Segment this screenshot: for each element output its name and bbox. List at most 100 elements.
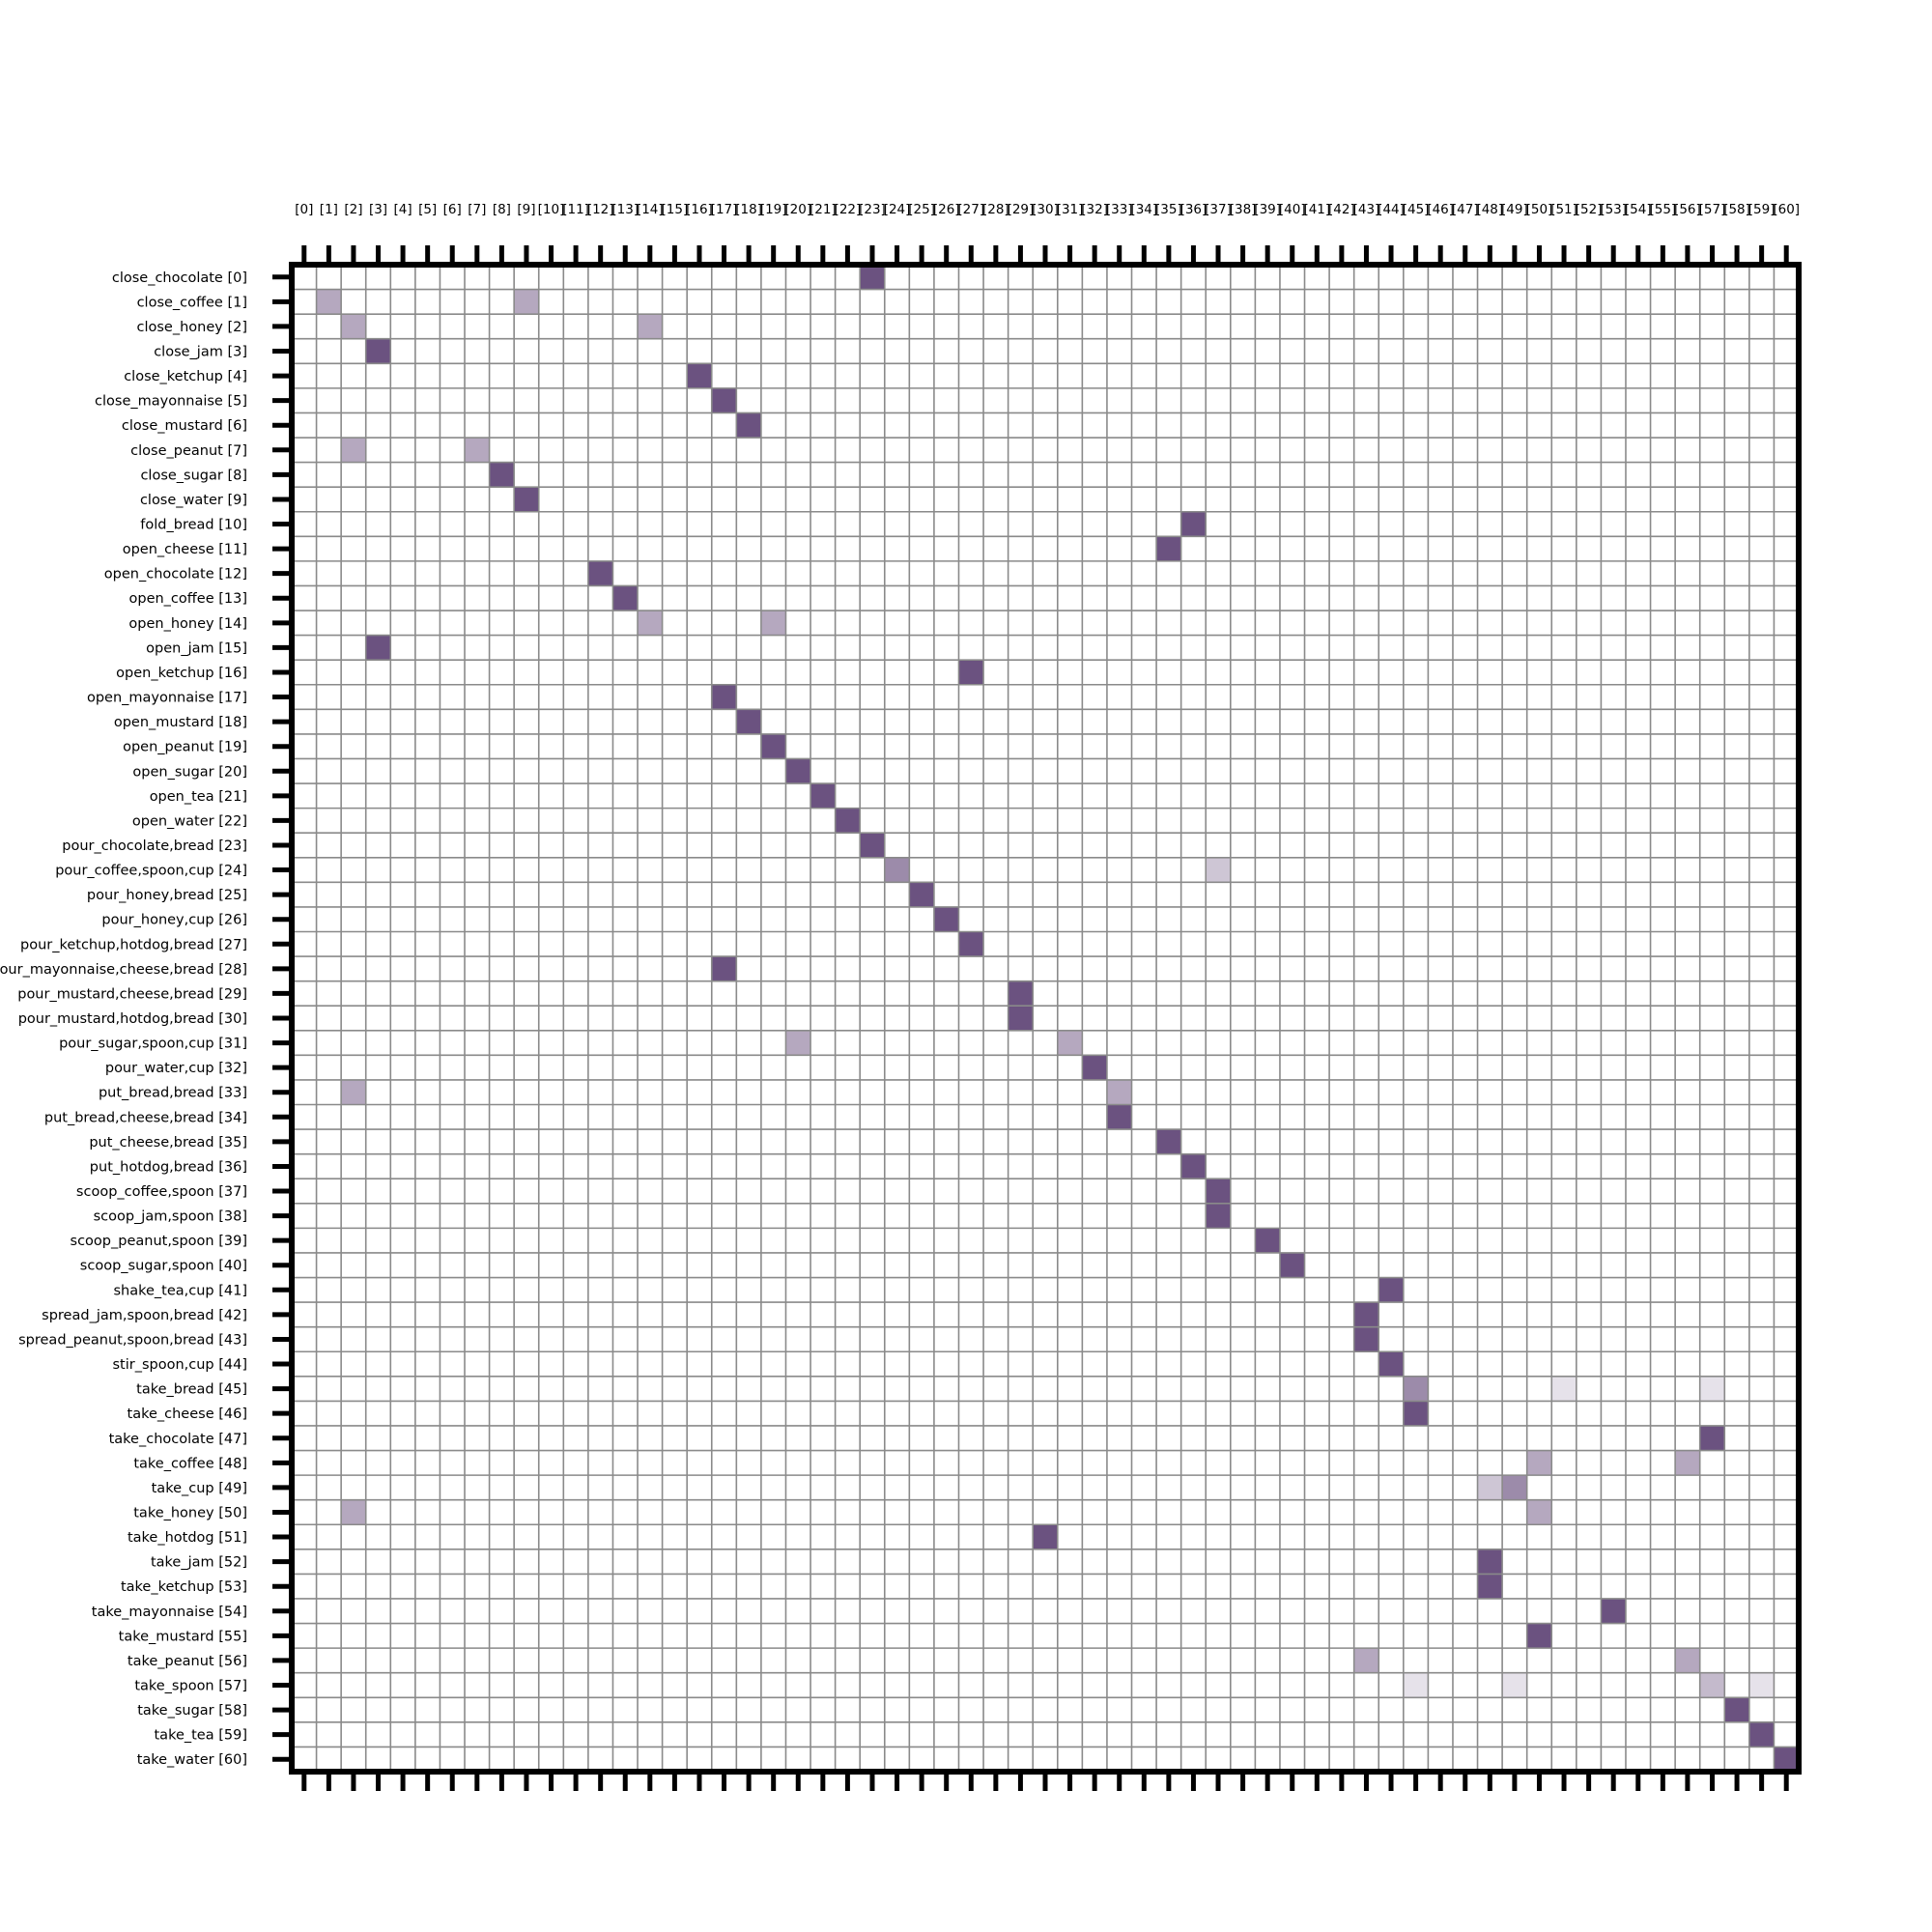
heatmap-cell-r33-c2 <box>341 1079 366 1105</box>
x-tick-label: [36] <box>1180 202 1208 217</box>
heatmap-cell-r4-c16 <box>687 363 712 388</box>
y-tick-label: take_bread [45] <box>136 1382 247 1398</box>
y-tick-label: pour_chocolate,bread [23] <box>62 838 247 854</box>
heatmap-cell-r49-c49 <box>1502 1475 1527 1500</box>
heatmap-cell-r34-c33 <box>1106 1104 1132 1130</box>
x-tick-label: [48] <box>1476 202 1503 217</box>
x-tick-label: [51] <box>1550 202 1577 217</box>
x-tick-label: [58] <box>1723 202 1750 217</box>
x-tick-label: [60] <box>1773 202 1800 217</box>
x-tick-label: [18] <box>735 202 762 217</box>
heatmap-cell-r12-c12 <box>587 560 613 586</box>
y-tick-label: take_chocolate [47] <box>109 1432 247 1447</box>
heatmap-cell-r2-c2 <box>341 314 366 339</box>
x-tick-label: [24] <box>884 202 911 217</box>
heatmap-cell-r47-c57 <box>1699 1425 1725 1451</box>
x-tick-label: [59] <box>1748 202 1776 217</box>
y-tick-label: close_mustard [6] <box>122 418 247 434</box>
heatmap-cell-r54-c53 <box>1601 1598 1626 1624</box>
x-tick-label: [21] <box>810 202 837 217</box>
x-tick-label: [23] <box>859 202 886 217</box>
heatmap-cell-r43-c43 <box>1353 1326 1379 1352</box>
y-tick-label: pour_coffee,spoon,cup [24] <box>55 864 247 879</box>
y-tick-label: open_chocolate [12] <box>104 567 247 582</box>
heatmap-cell-r11-c35 <box>1156 536 1181 561</box>
x-tick-label: [28] <box>982 202 1009 217</box>
heatmap-cell-r24-c37 <box>1206 857 1231 883</box>
heatmap-cell-r53-c48 <box>1477 1574 1503 1599</box>
heatmap-cell-r58-c58 <box>1724 1697 1749 1722</box>
y-tick-label: open_mayonnaise [17] <box>87 691 247 706</box>
heatmap-cell-r13-c13 <box>612 585 639 611</box>
heatmap-cell-r0-c23 <box>860 265 885 290</box>
x-tick-label: [30] <box>1032 202 1059 217</box>
heatmap-cell-r57-c49 <box>1502 1672 1527 1698</box>
y-tick-label: close_honey [2] <box>137 320 248 335</box>
y-tick-labels: close_chocolate [0] close_coffee [1] close… <box>0 270 247 1768</box>
x-tick-label: [35] <box>1155 202 1182 217</box>
heatmap-cell-r1-c9 <box>514 289 539 315</box>
y-tick-label: take_hotdog [51] <box>128 1530 247 1546</box>
y-tick-label: close_ketchup [4] <box>124 369 247 384</box>
heatmap-cell-r48-c56 <box>1675 1450 1700 1476</box>
heatmap-cell-r59-c59 <box>1748 1721 1775 1747</box>
heatmap-cell-r25-c25 <box>909 882 934 907</box>
heatmap-cell-r29-c29 <box>1008 980 1034 1007</box>
x-tick-label: [20] <box>784 202 811 217</box>
x-tick-label: [41] <box>1303 202 1330 217</box>
heatmap-cell-r31-c31 <box>1057 1030 1083 1056</box>
y-tick-label: open_tea [21] <box>150 789 247 805</box>
x-tick-label: [6] <box>443 202 462 217</box>
y-tick-label: take_jam [52] <box>151 1555 247 1571</box>
heatmap-cell-r45-c45 <box>1403 1376 1429 1402</box>
axis-ticks <box>272 245 1789 1791</box>
y-tick-label: close_peanut [7] <box>130 443 247 459</box>
heatmap-cell-r50-c2 <box>341 1499 366 1525</box>
y-tick-label: spread_peanut,spoon,bread [43] <box>18 1332 247 1348</box>
x-tick-label: [38] <box>1230 202 1257 217</box>
x-tick-label: [39] <box>1254 202 1281 217</box>
x-tick-label: [47] <box>1452 202 1479 217</box>
y-tick-label: pour_mustard,hotdog,bread [30] <box>18 1011 247 1027</box>
y-tick-label: take_sugar [58] <box>137 1703 247 1719</box>
y-tick-label: take_tea [59] <box>155 1728 248 1744</box>
x-tick-label: [54] <box>1625 202 1652 217</box>
x-tick-label: [13] <box>611 202 639 217</box>
plot-frame <box>289 262 1802 1775</box>
y-tick-label: pour_honey,bread [25] <box>87 888 247 903</box>
heatmap-cell-r57-c59 <box>1748 1672 1775 1698</box>
heatmap-cell-r56-c56 <box>1675 1648 1700 1673</box>
y-tick-label: close_sugar [8] <box>140 468 247 483</box>
x-tick-label: [53] <box>1600 202 1627 217</box>
x-tick-label: [1] <box>320 202 338 217</box>
y-tick-label: pour_mustard,cheese,bread [29] <box>17 986 247 1002</box>
heatmap-cell-r42-c43 <box>1353 1302 1379 1327</box>
heatmap-cell-r33-c33 <box>1106 1079 1132 1105</box>
x-tick-label: [19] <box>760 202 787 217</box>
y-tick-label: open_sugar [20] <box>132 764 247 780</box>
y-tick-label: open_mustard [18] <box>114 715 247 730</box>
x-tick-label: [11] <box>562 202 589 217</box>
x-tick-label: [27] <box>957 202 984 217</box>
x-tick-label: [3] <box>369 202 387 217</box>
y-tick-label: open_coffee [13] <box>129 591 248 607</box>
x-tick-label: [46] <box>1427 202 1454 217</box>
x-tick-label: [29] <box>1008 202 1035 217</box>
heatmap-cell-r22-c22 <box>835 808 861 834</box>
y-tick-label: take_cheese [46] <box>128 1406 247 1422</box>
x-tick-label: [4] <box>394 202 412 217</box>
heatmap-cell-r35-c35 <box>1156 1129 1181 1154</box>
x-tick-label: [7] <box>468 202 486 217</box>
x-tick-label: [32] <box>1081 202 1108 217</box>
heatmap-cell-r8-c8 <box>489 462 515 488</box>
heatmap-cell-r46-c45 <box>1403 1401 1429 1426</box>
x-tick-label: [8] <box>493 202 511 217</box>
x-tick-label: [2] <box>344 202 362 217</box>
x-tick-label: [42] <box>1328 202 1355 217</box>
y-tick-label: take_spoon [57] <box>134 1678 247 1693</box>
x-tick-label: [31] <box>1057 202 1084 217</box>
y-tick-label: pour_mayonnaise,cheese,bread [28] <box>0 962 247 978</box>
heatmap-cell-r56-c43 <box>1353 1648 1379 1673</box>
y-tick-label: take_ketchup [53] <box>121 1579 247 1595</box>
y-tick-label: open_honey [14] <box>128 616 247 632</box>
